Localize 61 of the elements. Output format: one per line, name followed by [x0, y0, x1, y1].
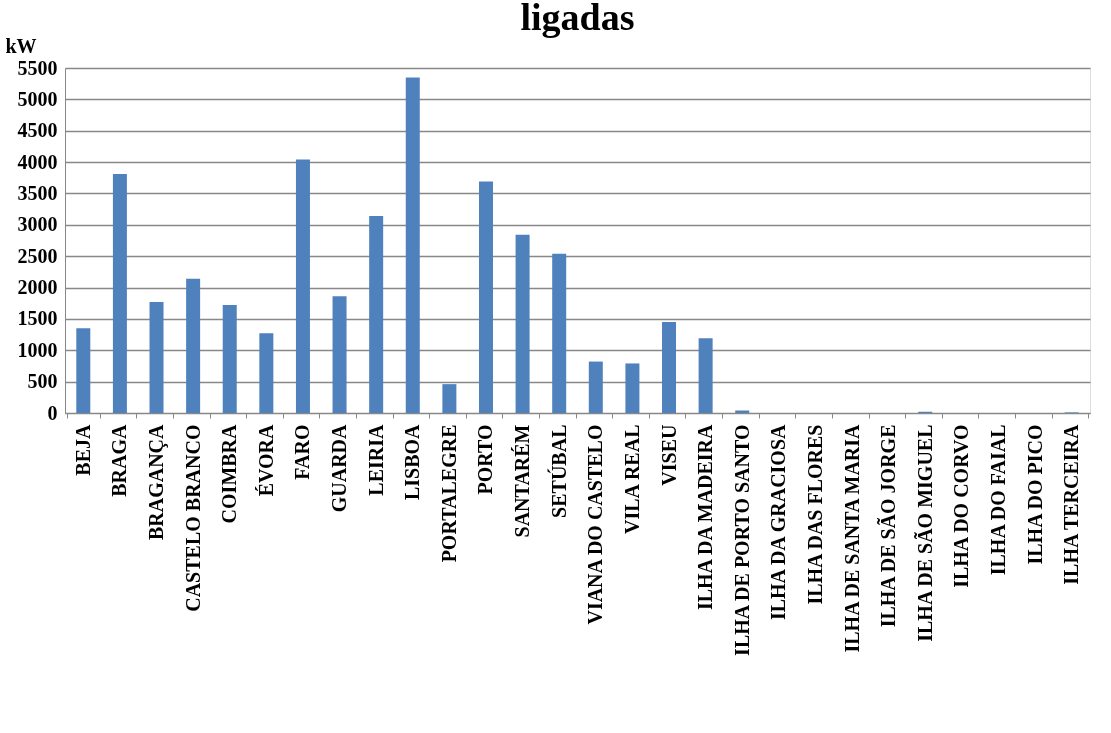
- x-tick-label: FARO: [291, 424, 314, 480]
- bar: [588, 361, 603, 413]
- x-tick-label: SANTARÉM: [511, 424, 534, 538]
- x-tick-label: PORTALEGRE: [437, 424, 460, 563]
- x-tick-label: ILHA DO FAIAL: [986, 424, 1009, 576]
- bar: [515, 234, 530, 413]
- bar: [186, 278, 201, 413]
- y-tick-label: 4500: [17, 119, 58, 142]
- y-tick-label: 1000: [17, 338, 58, 361]
- x-tick-label: CASTELO BRANCO: [181, 424, 204, 612]
- bar: [552, 253, 567, 413]
- bar: [442, 384, 457, 413]
- y-tick-label: 1500: [17, 307, 58, 330]
- y-tick-label: 5500: [17, 56, 58, 79]
- x-tick-label: GUARDA: [328, 423, 351, 513]
- x-tick-label: PORTO: [474, 424, 497, 495]
- x-tick-label: ILHA DO CORVO: [950, 424, 973, 588]
- y-tick-label: 2000: [17, 276, 58, 299]
- x-tick-label: LISBOA: [401, 423, 424, 501]
- x-tick-label: VILA REAL: [620, 424, 643, 534]
- x-tick-label: ILHA DE SÃO MIGUEL: [913, 424, 936, 642]
- bar: [259, 333, 274, 413]
- bar: [369, 216, 384, 413]
- y-tick-label: 0: [47, 401, 58, 424]
- bar: [76, 328, 91, 413]
- y-axis-title: kW: [5, 34, 37, 57]
- x-tick-label: SETÚBAL: [546, 424, 570, 518]
- y-tick-label: 3500: [17, 181, 58, 204]
- bar: [332, 296, 347, 413]
- bar: [222, 305, 237, 413]
- x-tick-label: ILHA DE PORTO SANTO: [730, 424, 753, 656]
- y-tick-label: 4000: [17, 150, 58, 173]
- bar: [405, 77, 420, 413]
- x-tick-label: LEIRIA: [364, 423, 387, 496]
- bar: [662, 322, 677, 413]
- bar: [478, 181, 493, 413]
- y-tick-label: 3000: [17, 213, 58, 236]
- bar: [112, 174, 127, 413]
- y-tick-label: 2500: [17, 244, 58, 267]
- bar: [735, 410, 750, 413]
- x-tick-label: BRAGANÇA: [145, 423, 169, 541]
- x-tick-label: BEJA: [71, 423, 94, 476]
- x-tick-label: BRAGA: [108, 423, 131, 497]
- chart-title: ligadas: [520, 0, 635, 38]
- x-tick-label: ILHA DA GRACIOSA: [767, 423, 790, 621]
- x-tick-label: ILHA DE SANTA MARIA: [840, 423, 863, 653]
- x-tick-label: ÉVORA: [254, 423, 277, 497]
- x-tick-label: VISEU: [657, 424, 680, 486]
- x-tick-label: ILHA DAS FLORES: [803, 424, 826, 605]
- x-tick-label: COIMBRA: [218, 423, 241, 524]
- bar: [625, 363, 640, 413]
- x-tick-label: ILHA TERCEIRA: [1060, 423, 1083, 585]
- bar: [149, 301, 164, 413]
- x-tick-label: VIANA DO CASTELO: [584, 424, 607, 625]
- y-tick-label: 500: [27, 370, 58, 393]
- x-tick-label: ILHA DA MADEIRA: [694, 423, 717, 611]
- x-tick-label: ILHA DE SÃO JORGE: [877, 424, 900, 628]
- bar: [698, 338, 713, 413]
- y-tick-label: 5000: [17, 87, 58, 110]
- x-tick-label: ILHA DO PICO: [1023, 424, 1046, 565]
- bar: [295, 159, 310, 413]
